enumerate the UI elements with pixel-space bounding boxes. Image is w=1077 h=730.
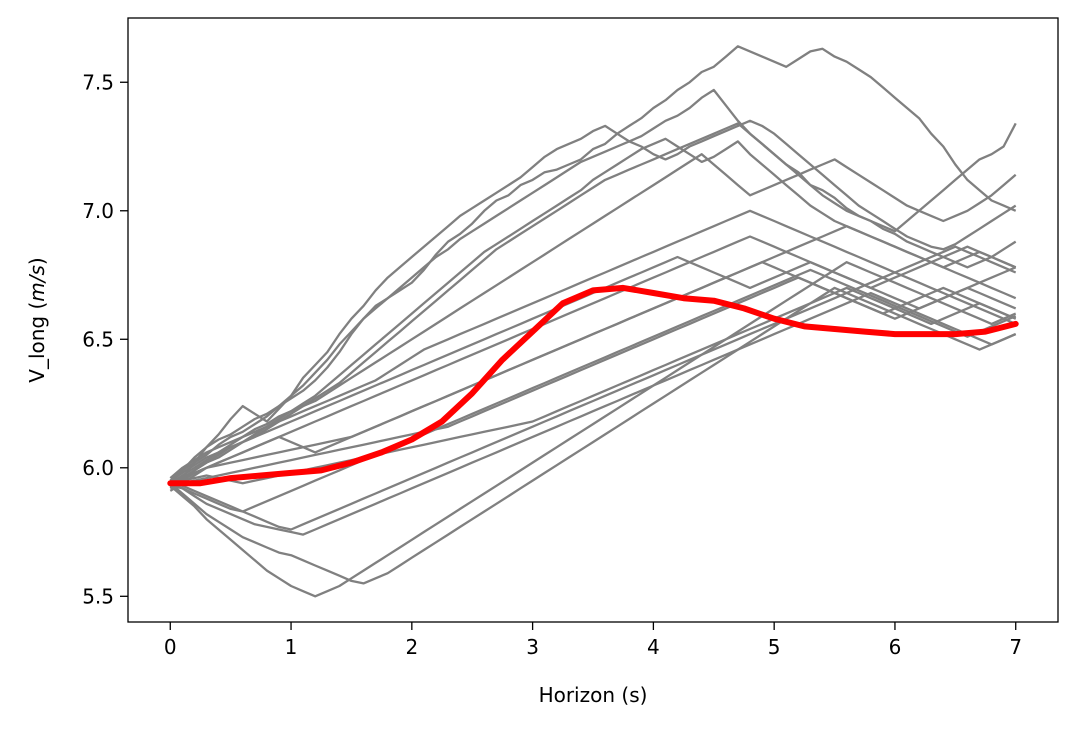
sample-series-17 bbox=[169, 261, 1017, 598]
sample-series-18 bbox=[169, 245, 1017, 531]
sample-series-6 bbox=[169, 153, 1017, 487]
x-tick-label: 5 bbox=[768, 635, 781, 659]
mean-series bbox=[167, 284, 1019, 487]
y-tick-label: 7.5 bbox=[82, 70, 114, 94]
x-tick-label: 4 bbox=[647, 635, 660, 659]
x-tick-label: 1 bbox=[285, 635, 298, 659]
y-axis-label-suffix: ) bbox=[25, 257, 49, 265]
x-tick-label: 3 bbox=[526, 635, 539, 659]
x-tick-label: 7 bbox=[1009, 635, 1022, 659]
mean-trajectory bbox=[167, 284, 1019, 487]
x-axis-label: Horizon (s) bbox=[539, 683, 648, 707]
x-tick-label: 2 bbox=[405, 635, 418, 659]
x-axis: 0 1 2 3 4 5 6 7 bbox=[164, 622, 1022, 659]
y-axis-label-prefix: V_long ( bbox=[25, 302, 49, 383]
y-tick-label: 5.5 bbox=[82, 584, 114, 608]
sample-series-16 bbox=[169, 286, 1017, 585]
sample-trajectories bbox=[169, 45, 1017, 598]
x-tick-label: 6 bbox=[889, 635, 902, 659]
y-axis-label: V_long (m/s) bbox=[25, 257, 49, 382]
sample-series-5 bbox=[169, 122, 1017, 485]
sample-series-4 bbox=[169, 137, 1017, 490]
sample-series-14 bbox=[170, 268, 1017, 513]
y-axis-label-unit: m/s bbox=[25, 265, 49, 302]
plot-frame bbox=[127, 17, 1059, 623]
y-tick-label: 6.0 bbox=[82, 456, 114, 480]
sample-series-12 bbox=[170, 276, 1017, 487]
sample-series-8 bbox=[169, 235, 1017, 492]
sample-series-7 bbox=[169, 209, 1017, 479]
y-tick-label: 7.0 bbox=[82, 199, 114, 223]
sample-series-15 bbox=[169, 291, 1017, 536]
sample-series-3 bbox=[169, 119, 1017, 482]
y-axis: 5.5 6.0 6.5 7.0 7.5 bbox=[82, 70, 128, 608]
x-tick-label: 0 bbox=[164, 635, 177, 659]
y-tick-label: 6.5 bbox=[82, 327, 114, 351]
sample-series-1 bbox=[169, 45, 1017, 484]
